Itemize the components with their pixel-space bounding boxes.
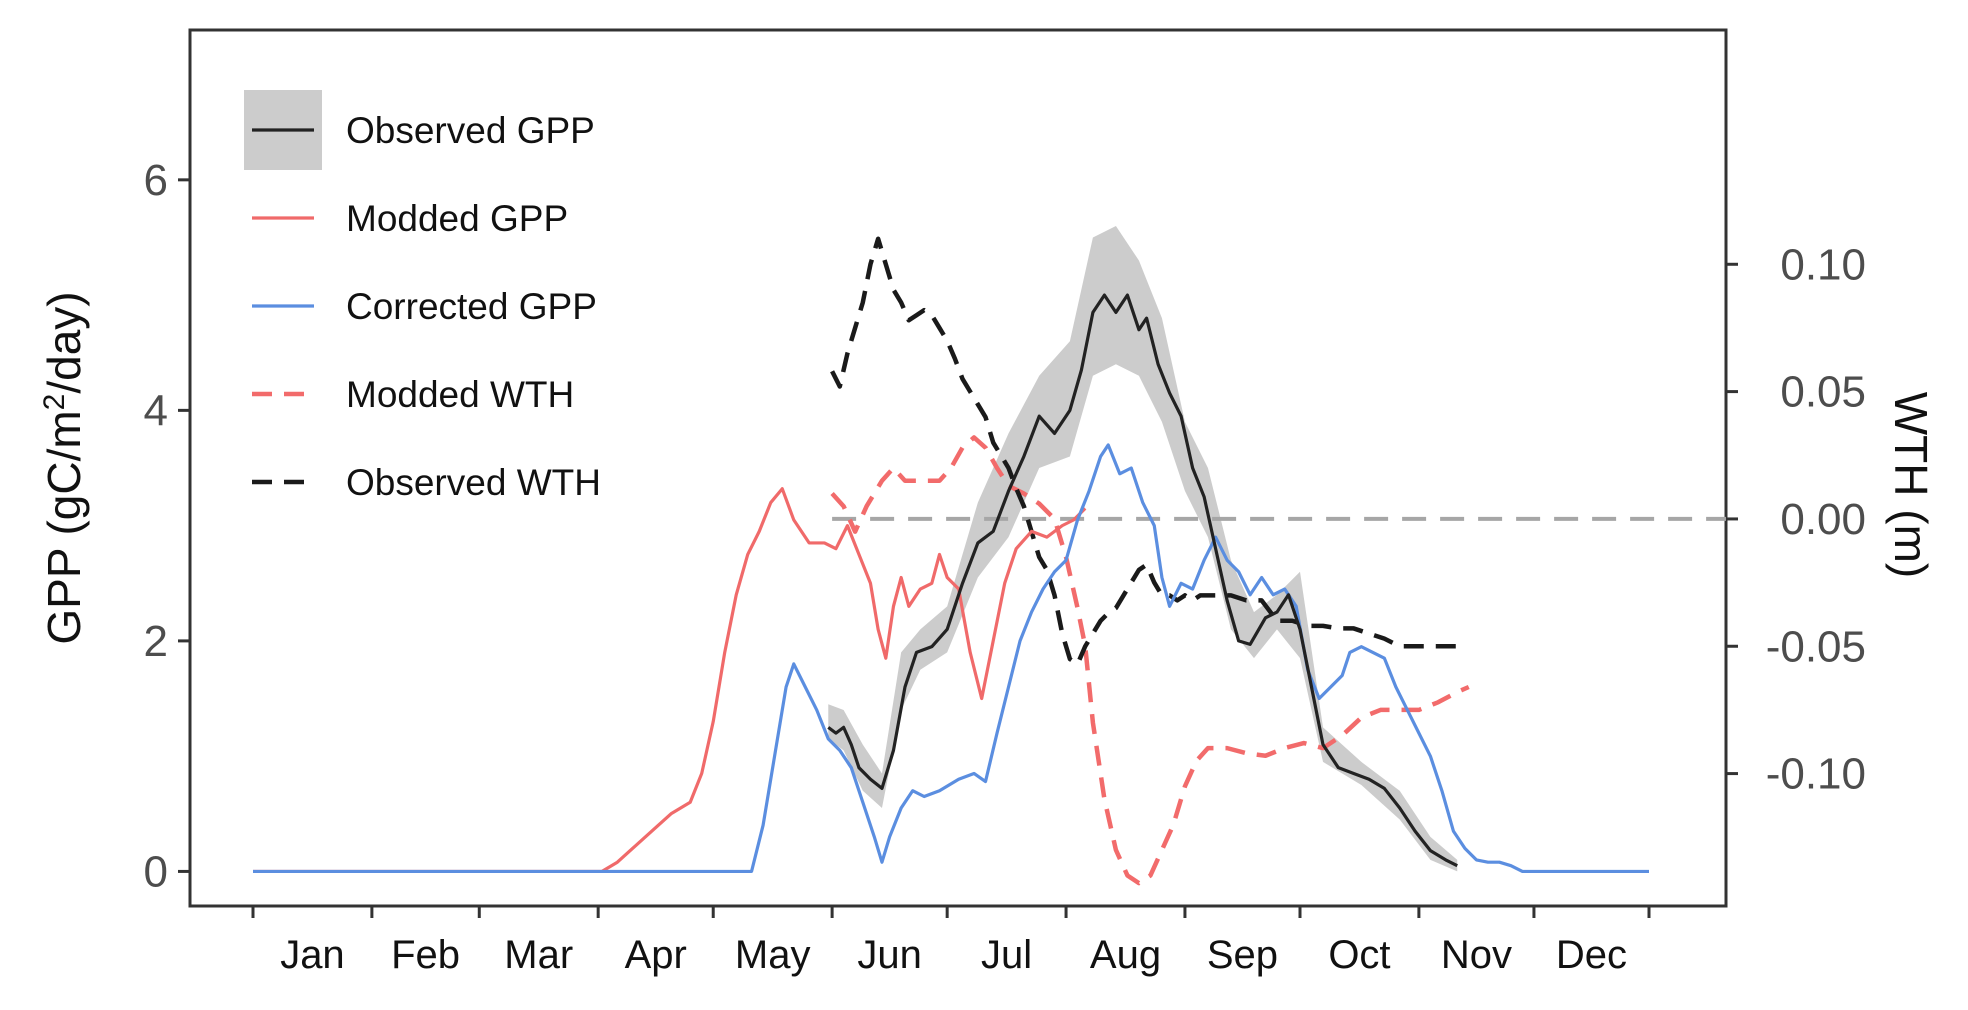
y-right-tick-label: 0.05 bbox=[1780, 368, 1866, 417]
y-left-axis-title: GPP (gC/m2/day) bbox=[38, 291, 91, 644]
series-observed-gpp-band bbox=[828, 225, 1458, 872]
x-tick-label-jul: Jul bbox=[981, 933, 1032, 977]
x-tick-label-oct: Oct bbox=[1328, 933, 1390, 977]
legend-item-modded-wth: Modded WTH bbox=[252, 374, 574, 415]
y-right-tick-label: 0.00 bbox=[1780, 495, 1866, 544]
y-left-tick-label: 6 bbox=[144, 156, 168, 205]
y-left-title-suffix: /day) bbox=[38, 291, 90, 393]
y-left-tick-label: 4 bbox=[144, 386, 168, 435]
x-tick-label-mar: Mar bbox=[504, 933, 573, 977]
y-left-title-prefix: GPP (gC/m bbox=[38, 410, 90, 644]
x-tick-label-nov: Nov bbox=[1441, 933, 1512, 977]
observed-gpp-band-layer bbox=[828, 225, 1458, 872]
series-lines-layer bbox=[253, 236, 1649, 886]
y-left-title-sup: 2 bbox=[38, 394, 71, 411]
y-left-tick-label: 2 bbox=[144, 617, 168, 666]
y-right-axis-title: WTH (m) bbox=[1885, 392, 1937, 578]
series-line-observed-wth bbox=[830, 236, 1458, 667]
series-line-modded-gpp bbox=[253, 487, 1087, 874]
legend-item-corrected-gpp: Corrected GPP bbox=[252, 286, 597, 327]
x-tick-label-may: May bbox=[735, 933, 811, 977]
legend-item-modded-gpp: Modded GPP bbox=[252, 198, 568, 239]
x-tick-label-jun: Jun bbox=[857, 933, 922, 977]
y-right-tick-label: -0.10 bbox=[1766, 750, 1866, 799]
legend-label: Corrected GPP bbox=[346, 286, 597, 327]
x-tick-label-jan: Jan bbox=[280, 933, 345, 977]
legend-label: Modded GPP bbox=[346, 198, 568, 239]
series-line-corrected-gpp bbox=[253, 443, 1649, 874]
x-tick-label-dec: Dec bbox=[1556, 933, 1627, 977]
axes-layer: 0 2 4 6 0.10 0.05 0.00 -0.05 -0.10 Jan Feb Mar Apr Ma… bbox=[144, 156, 1866, 977]
legend-item-observed-wth: Observed WTH bbox=[252, 462, 601, 503]
x-tick-label-aug: Aug bbox=[1090, 933, 1161, 977]
x-tick-label-sep: Sep bbox=[1207, 933, 1278, 977]
x-tick-label-apr: Apr bbox=[625, 933, 687, 977]
plot-panel bbox=[188, 28, 1728, 908]
legend: Observed GPP Modded GPP Corrected GPP Modde… bbox=[244, 90, 601, 503]
x-tick-label-feb: Feb bbox=[391, 933, 460, 977]
series-line-modded-wth bbox=[830, 435, 1470, 886]
y-left-tick-label: 0 bbox=[144, 847, 168, 896]
legend-label: Modded WTH bbox=[346, 374, 574, 415]
series-line-observed-gpp bbox=[827, 293, 1458, 868]
y-right-tick-label: -0.05 bbox=[1766, 622, 1866, 671]
y-right-tick-label: 0.10 bbox=[1780, 240, 1866, 289]
legend-label: Observed WTH bbox=[346, 462, 601, 503]
legend-item-observed-gpp: Observed GPP bbox=[244, 90, 595, 170]
legend-label: Observed GPP bbox=[346, 110, 595, 151]
